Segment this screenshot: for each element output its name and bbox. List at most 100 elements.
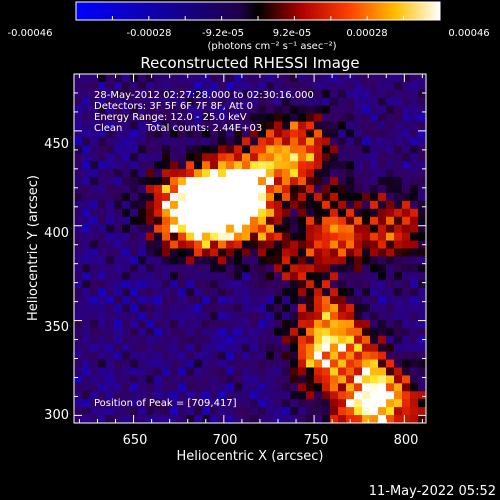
heatmap-cell <box>82 232 91 241</box>
heatmap-cell <box>362 240 371 249</box>
heatmap-cell <box>186 296 195 305</box>
heatmap-cell <box>354 200 363 210</box>
heatmap-cell <box>194 200 203 210</box>
heatmap-cell <box>138 256 147 265</box>
heatmap-cell <box>266 224 275 234</box>
heatmap-cell <box>290 224 299 234</box>
heatmap-cell <box>418 192 427 202</box>
heatmap-cell <box>202 319 211 329</box>
heatmap-cell <box>386 375 395 384</box>
heatmap-cell <box>330 137 339 146</box>
heatmap-cell <box>122 399 131 408</box>
heatmap-cell <box>226 367 235 376</box>
heatmap-cell <box>178 185 187 194</box>
heatmap-cell <box>82 200 91 210</box>
heatmap-cell <box>138 121 147 130</box>
heatmap-cell <box>290 367 299 376</box>
heatmap-cell <box>130 415 139 424</box>
heatmap-cell <box>154 327 163 337</box>
heatmap-cell <box>314 169 323 178</box>
heatmap-cell <box>362 375 371 384</box>
heatmap-cell <box>306 153 315 162</box>
heatmap-cell <box>162 113 171 122</box>
heatmap-cell <box>162 311 171 321</box>
heatmap-cell <box>194 121 203 130</box>
heatmap-cell <box>154 391 163 400</box>
heatmap-cell <box>210 232 219 241</box>
heatmap-cell <box>170 240 179 249</box>
heatmap-cell <box>378 169 387 178</box>
heatmap-cell <box>242 272 251 281</box>
heatmap-cell <box>242 367 251 376</box>
heatmap-cell <box>146 280 155 289</box>
heatmap-cell <box>370 367 379 376</box>
heatmap-cell <box>266 169 275 178</box>
heatmap-cell <box>418 105 427 115</box>
heatmap-cell <box>210 185 219 194</box>
heatmap-cell <box>314 192 323 202</box>
heatmap-cell <box>130 121 139 130</box>
heatmap-cell <box>370 137 379 146</box>
heatmap-cell <box>138 280 147 289</box>
heatmap-cell <box>74 391 83 400</box>
heatmap-cell <box>322 169 331 178</box>
heatmap-cell <box>282 383 291 392</box>
heatmap-cell <box>306 264 315 273</box>
heatmap-cell <box>202 105 211 115</box>
heatmap-cell <box>74 288 83 297</box>
heatmap-cell <box>202 367 211 376</box>
heatmap-cell <box>186 367 195 376</box>
heatmap-cell <box>314 272 323 281</box>
heatmap-cell <box>282 224 291 234</box>
heatmap-cell <box>194 169 203 178</box>
heatmap-cell <box>218 89 227 99</box>
heatmap-cell <box>370 153 379 162</box>
heatmap-cell <box>130 311 139 321</box>
heatmap-cell <box>242 296 251 305</box>
heatmap-cell <box>234 208 243 218</box>
heatmap-cell <box>266 296 275 305</box>
heatmap-cell <box>386 335 395 345</box>
heatmap-cell <box>322 415 331 424</box>
heatmap-cell <box>218 304 227 313</box>
heatmap-cell <box>410 97 419 107</box>
heatmap-cell <box>130 391 139 400</box>
heatmap-cell <box>362 327 371 337</box>
heatmap-cell <box>186 256 195 265</box>
heatmap-cell <box>234 137 243 146</box>
heatmap-cell <box>322 256 331 265</box>
heatmap-cell <box>314 375 323 384</box>
heatmap-cell <box>74 177 83 186</box>
heatmap-cell <box>314 177 323 186</box>
heatmap-cell <box>330 232 339 241</box>
heatmap-cell <box>202 240 211 249</box>
heatmap-cell <box>98 89 107 99</box>
heatmap-cell <box>274 137 283 146</box>
heatmap-cell <box>274 129 283 138</box>
heatmap-cell <box>194 74 203 83</box>
heatmap-cell <box>226 113 235 122</box>
heatmap-cell <box>90 105 99 115</box>
heatmap-cell <box>170 359 179 368</box>
heatmap-cell <box>370 145 379 154</box>
heatmap-cell <box>266 113 275 122</box>
heatmap-cell <box>170 351 179 360</box>
heatmap-cell <box>146 304 155 313</box>
heatmap-cell <box>402 383 411 392</box>
heatmap-cell <box>418 216 427 226</box>
heatmap-cell <box>170 319 179 329</box>
heatmap-cell <box>378 415 387 424</box>
heatmap-cell <box>274 311 283 321</box>
heatmap-cell <box>226 81 235 91</box>
heatmap-cell <box>266 192 275 202</box>
heatmap-cell <box>370 375 379 384</box>
heatmap-cell <box>266 288 275 297</box>
heatmap-cell <box>274 296 283 305</box>
heatmap-cell <box>170 185 179 194</box>
heatmap-cell <box>178 208 187 218</box>
heatmap-cell <box>146 399 155 408</box>
heatmap-cell <box>170 272 179 281</box>
heatmap-cell <box>106 311 115 321</box>
heatmap-cell <box>410 216 419 226</box>
heatmap-cell <box>146 296 155 305</box>
